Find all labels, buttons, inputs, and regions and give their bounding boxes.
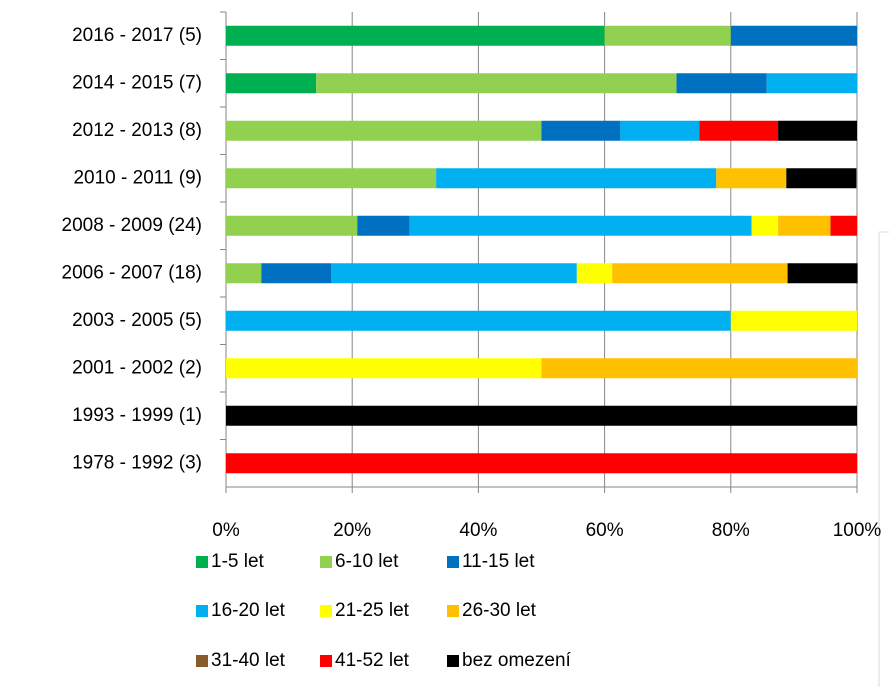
legend-swatch [196, 605, 208, 617]
bar-segment [331, 263, 577, 284]
bar-segment [786, 168, 857, 189]
y-tick-label: 1993 - 1999 (1) [72, 405, 202, 426]
legend-swatch [196, 556, 208, 568]
legend-swatch [196, 655, 208, 667]
y-tick-label: 2014 - 2015 (7) [72, 72, 202, 93]
legend-swatch [320, 655, 332, 667]
bar-segment [226, 263, 262, 284]
bar-segment [787, 263, 858, 284]
legend-label: 16-20 let [211, 600, 286, 621]
y-tick-label: 1978 - 1992 (3) [72, 452, 202, 473]
bar-segment [226, 310, 731, 331]
y-tick-label: 2010 - 2011 (9) [73, 167, 202, 188]
legend-swatch [447, 605, 459, 617]
bar-segment [778, 120, 857, 141]
bar-segment [357, 215, 410, 236]
legend-label: 31-40 let [211, 650, 286, 671]
bar-segment [226, 215, 358, 236]
bar-segment [226, 73, 317, 94]
bar-segment [226, 405, 857, 426]
bar-segment [226, 120, 542, 141]
legend-swatch [320, 605, 332, 617]
bar-segment [226, 358, 542, 379]
x-tick-label: 0% [212, 520, 240, 541]
bar-segment [766, 73, 857, 94]
bar-segment [751, 215, 779, 236]
legend-label: bez omezení [462, 650, 572, 671]
bar-segment [576, 263, 613, 284]
bar-segment [226, 25, 605, 46]
y-tick-label: 2001 - 2002 (2) [72, 357, 202, 378]
bar-segment [226, 168, 437, 189]
legend-swatch [447, 655, 459, 667]
bar-segment [436, 168, 717, 189]
legend-label: 1-5 let [211, 551, 265, 572]
y-tick-label: 2016 - 2017 (5) [72, 25, 202, 46]
bar-segment [316, 73, 677, 94]
x-tick-label: 40% [459, 520, 497, 541]
x-tick-label: 20% [333, 520, 371, 541]
bar-segment [541, 358, 857, 379]
bar-segment [261, 263, 332, 284]
bar-segment [730, 25, 857, 46]
legend-label: 26-30 let [462, 600, 537, 621]
y-tick-label: 2006 - 2007 (18) [62, 262, 203, 283]
legend-label: 41-52 let [335, 650, 410, 671]
bar-segment [830, 215, 857, 236]
bar-segment [620, 120, 700, 141]
x-tick-label: 80% [712, 520, 750, 541]
bar-segment [716, 168, 787, 189]
bar-segment [541, 120, 621, 141]
bar-segment [699, 120, 779, 141]
x-tick-label: 100% [833, 520, 882, 541]
legend-label: 21-25 let [335, 600, 410, 621]
legend-label: 6-10 let [335, 551, 399, 572]
legend-swatch [447, 556, 459, 568]
bar-segment [604, 25, 731, 46]
x-tick-label: 60% [586, 520, 624, 541]
y-tick-label: 2012 - 2013 (8) [72, 120, 202, 141]
y-tick-label: 2003 - 2005 (5) [72, 310, 202, 331]
legend-label: 11-15 let [462, 551, 535, 572]
bar-segment [409, 215, 752, 236]
bar-segment [676, 73, 767, 94]
bar-segment [226, 453, 857, 474]
bar-segment [730, 310, 857, 331]
bar-segment [778, 215, 831, 236]
y-tick-label: 2008 - 2009 (24) [62, 215, 203, 236]
legend-swatch [320, 556, 332, 568]
bar-segment [612, 263, 788, 284]
